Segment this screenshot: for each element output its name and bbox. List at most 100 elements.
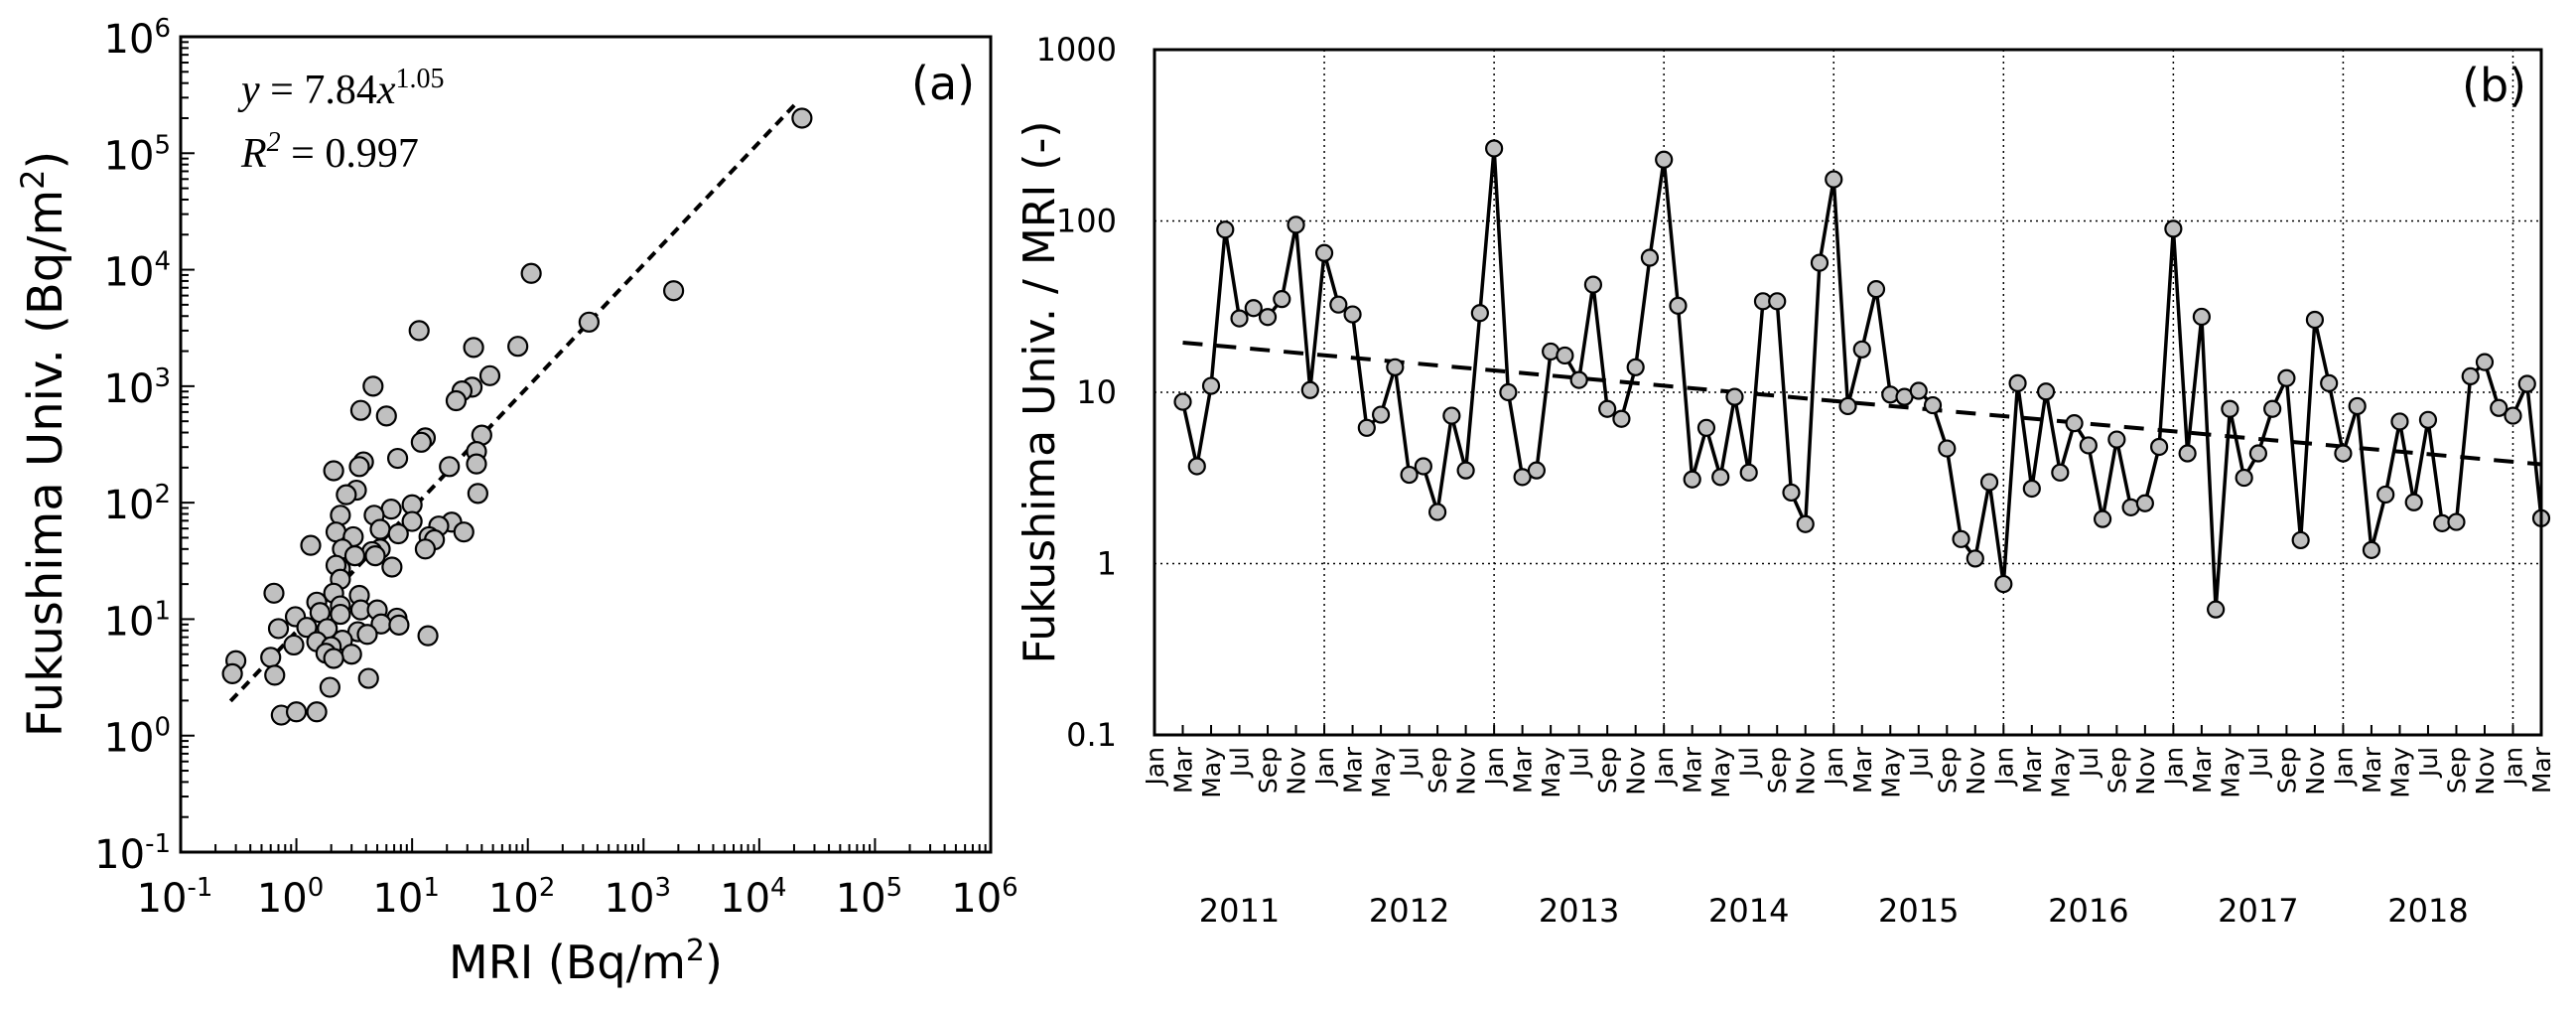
y-tick-label: 100 bbox=[1056, 203, 1117, 240]
scatter-point bbox=[369, 518, 391, 540]
data-point bbox=[1456, 461, 1475, 480]
scatter-point bbox=[319, 676, 340, 698]
scatter-point bbox=[306, 701, 328, 723]
year-label: 2018 bbox=[2387, 892, 2468, 930]
panel-b-label: (b) bbox=[2462, 59, 2526, 112]
data-point bbox=[1626, 358, 1645, 376]
data-point bbox=[2207, 600, 2226, 619]
month-label: Mar bbox=[2527, 746, 2556, 794]
data-point bbox=[1838, 396, 1857, 416]
scatter-point bbox=[387, 522, 409, 545]
data-point bbox=[1683, 470, 1701, 489]
data-point bbox=[1386, 358, 1405, 376]
scatter-point bbox=[417, 625, 439, 647]
scatter-point bbox=[414, 538, 437, 560]
x-tick-label: 104 bbox=[720, 873, 786, 922]
y-tick-label-exponent: 5 bbox=[154, 130, 171, 160]
data-point bbox=[1230, 309, 1249, 328]
year-label: 2017 bbox=[2218, 892, 2298, 930]
month-label: May bbox=[1876, 747, 1905, 798]
x-tick-label: 101 bbox=[372, 873, 439, 922]
data-point bbox=[1273, 290, 1291, 309]
scatter-point bbox=[467, 483, 488, 505]
scatter-point bbox=[348, 456, 370, 478]
scatter-point bbox=[445, 389, 468, 412]
data-point bbox=[1612, 409, 1631, 428]
data-point bbox=[2376, 485, 2395, 505]
x-tick-label-base: 10 bbox=[605, 876, 655, 922]
data-point bbox=[2221, 399, 2239, 418]
x-tick-label-base: 10 bbox=[372, 876, 423, 922]
month-label: Jul bbox=[2075, 747, 2103, 779]
x-tick-label: 105 bbox=[836, 873, 902, 922]
data-point bbox=[1287, 216, 1305, 234]
month-label: Nov bbox=[2471, 747, 2500, 796]
data-point bbox=[2164, 219, 2183, 238]
month-label: May bbox=[1537, 747, 1565, 798]
month-label: Jan bbox=[1310, 747, 1339, 788]
scatter-point bbox=[453, 521, 475, 543]
data-point bbox=[1994, 574, 2013, 594]
data-point bbox=[2517, 374, 2536, 393]
x-tick-label-base: 10 bbox=[951, 876, 1002, 922]
y-tick-label: 1 bbox=[1097, 545, 1117, 583]
data-point bbox=[1909, 381, 1928, 400]
y-tick-label-base: 10 bbox=[104, 716, 155, 762]
month-label: Sep bbox=[2272, 747, 2301, 794]
data-point bbox=[2178, 444, 2197, 463]
data-point bbox=[1598, 399, 1617, 418]
data-point bbox=[2404, 493, 2423, 511]
scatter-point bbox=[478, 364, 501, 386]
data-point bbox=[1739, 463, 1758, 482]
data-point bbox=[1640, 248, 1660, 267]
y-tick-label-exponent: 1 bbox=[154, 596, 171, 626]
year-label: 2012 bbox=[1369, 892, 1449, 930]
data-point bbox=[1470, 304, 1489, 323]
data-point bbox=[1329, 295, 1348, 314]
month-label: Mar bbox=[2018, 746, 2047, 794]
data-point bbox=[1357, 418, 1376, 437]
month-label: Mar bbox=[1509, 746, 1538, 794]
year-label: 2015 bbox=[1878, 892, 1959, 930]
scatter-point bbox=[375, 405, 397, 427]
data-point bbox=[2447, 512, 2466, 531]
y-tick-label-exponent: 3 bbox=[154, 363, 171, 393]
data-point bbox=[2235, 468, 2253, 488]
month-label: Sep bbox=[1763, 747, 1792, 794]
y-tick-label: 0.1 bbox=[1066, 716, 1117, 754]
y-tick-label-exponent: 4 bbox=[154, 247, 171, 277]
y-tick-label: 1000 bbox=[1036, 31, 1117, 69]
month-label: May bbox=[1367, 747, 1396, 798]
month-label: Sep bbox=[1424, 747, 1452, 794]
month-label: Jan bbox=[2499, 747, 2527, 788]
y-tick-label-exponent: 0 bbox=[154, 713, 171, 743]
panel-a-x-axis-title: MRI (Bq/m2) bbox=[449, 934, 723, 989]
data-point bbox=[1696, 418, 1716, 437]
scatter-point bbox=[340, 644, 362, 665]
scatter-point bbox=[283, 634, 305, 656]
y-tick-label-base: 10 bbox=[94, 832, 145, 878]
x-tick-label-base: 10 bbox=[137, 876, 188, 922]
month-label: Mar bbox=[1848, 746, 1877, 794]
scatter-point bbox=[388, 614, 410, 636]
x-tick-label-exponent: 0 bbox=[308, 873, 325, 903]
x-tick-label-exponent: -1 bbox=[187, 873, 212, 903]
data-point bbox=[1314, 243, 1334, 262]
data-point bbox=[1173, 392, 1192, 411]
panel-a-label: (a) bbox=[911, 57, 975, 110]
month-label: Jan bbox=[2329, 747, 2358, 788]
scatter-point bbox=[439, 456, 461, 478]
scatter-point bbox=[285, 701, 308, 723]
data-point bbox=[1201, 376, 1221, 395]
x-tick-label-exponent: 1 bbox=[423, 873, 440, 903]
data-point bbox=[2022, 479, 2041, 499]
month-label: Nov bbox=[1962, 747, 1990, 796]
scatter-point bbox=[356, 624, 378, 646]
month-label: Nov bbox=[1283, 747, 1311, 796]
y-tick-label: 101 bbox=[104, 596, 171, 645]
y-tick-label: 106 bbox=[104, 14, 171, 63]
data-point bbox=[1556, 346, 1574, 365]
data-point bbox=[1258, 308, 1278, 327]
y-tick-label: 100 bbox=[104, 713, 171, 762]
y-tick-label-base: 10 bbox=[104, 366, 155, 412]
